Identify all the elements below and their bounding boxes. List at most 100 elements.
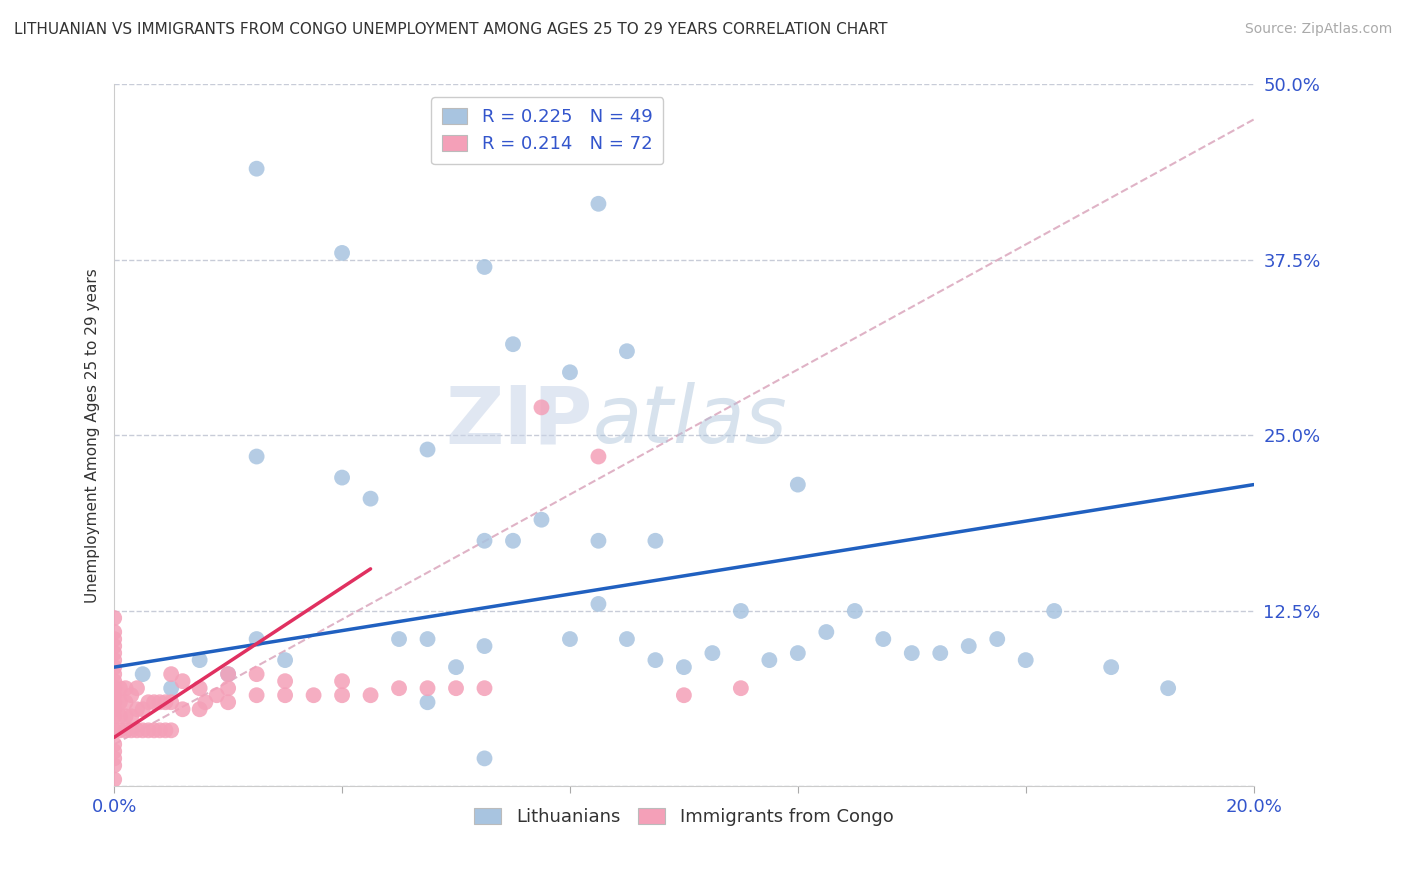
Point [444,660,467,674]
Point [160,681,183,696]
Point [103,751,125,765]
Point [114,681,136,696]
Point [730,604,752,618]
Y-axis label: Unemployment Among Ages 25 to 29 years: Unemployment Among Ages 25 to 29 years [86,268,100,603]
Point [114,695,136,709]
Point [103,632,125,646]
Point [125,723,148,738]
Point [120,723,142,738]
Point [114,709,136,723]
Point [986,632,1008,646]
Legend: Lithuanians, Immigrants from Congo: Lithuanians, Immigrants from Congo [467,801,901,834]
Point [160,667,183,681]
Point [108,695,131,709]
Point [103,674,125,689]
Point [502,337,524,351]
Point [103,702,125,716]
Point [103,695,125,709]
Point [730,681,752,696]
Point [330,674,353,689]
Point [416,695,439,709]
Point [103,646,125,660]
Point [120,709,142,723]
Point [114,723,136,738]
Point [474,751,496,765]
Point [246,632,269,646]
Point [149,723,172,738]
Point [588,597,610,611]
Point [155,695,177,709]
Point [172,702,194,716]
Point [388,681,411,696]
Point [155,723,177,738]
Point [388,632,411,646]
Point [108,709,131,723]
Point [558,365,581,379]
Point [103,772,125,787]
Point [672,660,695,674]
Point [172,674,194,689]
Point [143,723,166,738]
Point [103,639,125,653]
Point [1099,660,1122,674]
Point [900,646,922,660]
Point [246,161,269,176]
Point [672,688,695,702]
Point [616,632,638,646]
Point [416,442,439,457]
Text: ZIP: ZIP [446,383,593,460]
Point [217,681,239,696]
Point [588,196,610,211]
Point [330,470,353,484]
Point [149,695,172,709]
Text: LITHUANIAN VS IMMIGRANTS FROM CONGO UNEMPLOYMENT AMONG AGES 25 TO 29 YEARS CORRE: LITHUANIAN VS IMMIGRANTS FROM CONGO UNEM… [14,22,887,37]
Point [125,702,148,716]
Point [103,737,125,751]
Point [474,639,496,653]
Point [474,533,496,548]
Point [188,681,211,696]
Point [160,695,183,709]
Point [103,688,125,702]
Point [929,646,952,660]
Point [474,681,496,696]
Point [758,653,780,667]
Point [138,723,160,738]
Point [246,450,269,464]
Point [360,688,382,702]
Point [194,695,217,709]
Point [302,688,325,702]
Point [588,533,610,548]
Point [444,681,467,696]
Point [1015,653,1038,667]
Point [644,533,666,548]
Point [416,681,439,696]
Point [588,450,610,464]
Point [103,709,125,723]
Point [957,639,980,653]
Point [108,723,131,738]
Point [125,681,148,696]
Point [103,611,125,625]
Point [103,653,125,667]
Point [416,632,439,646]
Point [143,695,166,709]
Point [188,653,211,667]
Point [1157,681,1180,696]
Point [274,653,297,667]
Point [103,681,125,696]
Point [160,723,183,738]
Point [558,632,581,646]
Point [217,667,239,681]
Point [188,702,211,716]
Point [815,625,838,640]
Point [120,688,142,702]
Point [103,660,125,674]
Point [616,344,638,359]
Point [530,513,553,527]
Point [330,688,353,702]
Point [872,632,894,646]
Point [103,758,125,772]
Point [1043,604,1066,618]
Point [502,533,524,548]
